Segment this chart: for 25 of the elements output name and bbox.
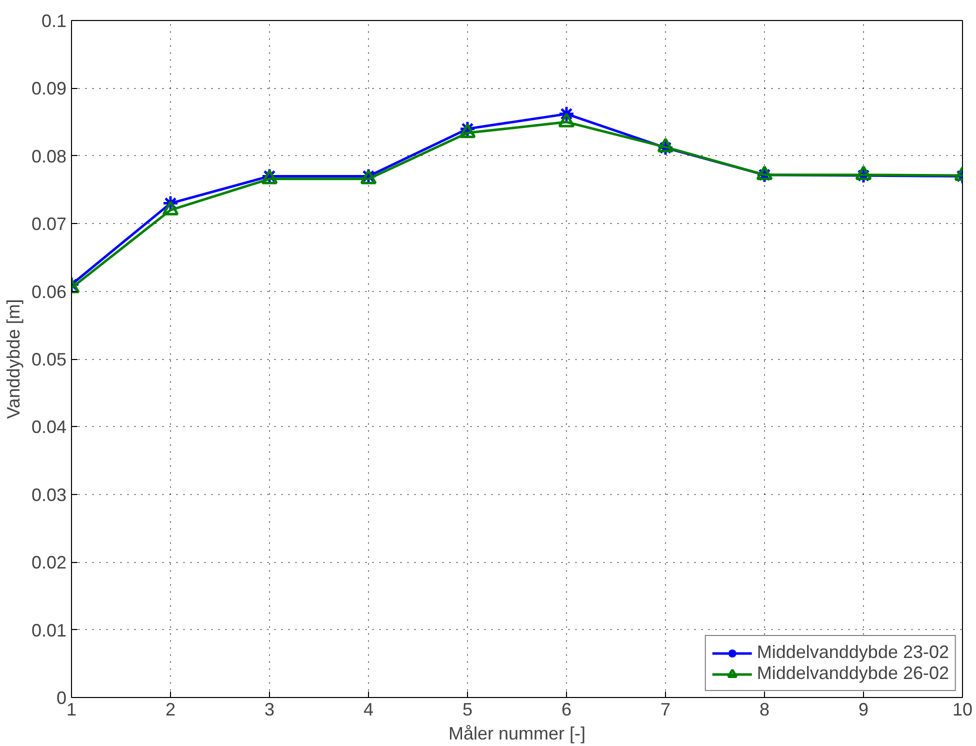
x-tick-label: 1 (66, 700, 77, 720)
x-axis-title: Måler nummer [-] (448, 724, 586, 744)
x-tick-label: 4 (363, 700, 374, 720)
y-tick-label: 0.08 (31, 146, 67, 166)
y-tick-label: 0.01 (31, 620, 67, 640)
y-tick-label: 0.04 (31, 417, 67, 438)
y-tick-label: 0.06 (31, 282, 67, 302)
y-tick-label: 0.07 (31, 214, 67, 234)
x-tick-label: 2 (165, 700, 176, 720)
y-tick-label: 0.02 (31, 552, 67, 573)
y-tick-label: 0.09 (31, 78, 67, 99)
y-tick-label: 0.05 (31, 350, 67, 370)
y-axis-title: Vanddybde [m] (3, 299, 24, 419)
x-tick-label: 10 (952, 700, 973, 720)
x-tick-label: 8 (759, 700, 770, 720)
x-tick-label: 5 (462, 700, 473, 720)
y-tick-label: 0.1 (41, 11, 67, 31)
y-tick-label: 0.03 (31, 484, 67, 505)
x-tick-label: 7 (660, 700, 671, 720)
legend-label: Middelvanddybde 23-02 (756, 642, 949, 663)
y-tick-label: 0 (56, 688, 67, 708)
legend-label: Middelvanddybde 26-02 (756, 663, 949, 684)
x-tick-label: 3 (264, 700, 275, 720)
x-tick-label: 6 (561, 700, 572, 720)
x-tick-label: 9 (858, 700, 869, 720)
